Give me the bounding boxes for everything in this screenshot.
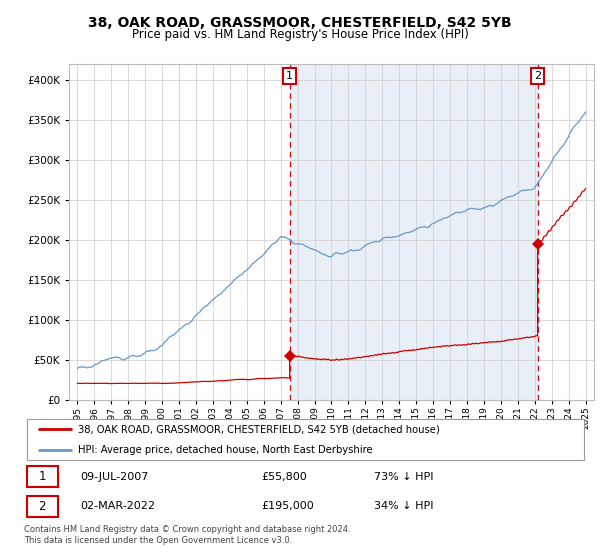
FancyBboxPatch shape	[27, 419, 584, 460]
Text: 2: 2	[534, 71, 541, 81]
Text: 09-JUL-2007: 09-JUL-2007	[80, 472, 149, 482]
Text: Price paid vs. HM Land Registry's House Price Index (HPI): Price paid vs. HM Land Registry's House …	[131, 28, 469, 41]
FancyBboxPatch shape	[27, 466, 58, 487]
FancyBboxPatch shape	[27, 496, 58, 517]
Text: 1: 1	[38, 470, 46, 483]
Text: 34% ↓ HPI: 34% ↓ HPI	[374, 501, 433, 511]
Text: HPI: Average price, detached house, North East Derbyshire: HPI: Average price, detached house, Nort…	[77, 445, 372, 455]
Text: 02-MAR-2022: 02-MAR-2022	[80, 501, 155, 511]
Text: £55,800: £55,800	[261, 472, 307, 482]
Text: 38, OAK ROAD, GRASSMOOR, CHESTERFIELD, S42 5YB (detached house): 38, OAK ROAD, GRASSMOOR, CHESTERFIELD, S…	[77, 424, 439, 435]
Text: Contains HM Land Registry data © Crown copyright and database right 2024.
This d: Contains HM Land Registry data © Crown c…	[24, 525, 350, 545]
Bar	[290, 64, 538, 400]
Text: 38, OAK ROAD, GRASSMOOR, CHESTERFIELD, S42 5YB: 38, OAK ROAD, GRASSMOOR, CHESTERFIELD, S…	[88, 16, 512, 30]
Text: 2: 2	[38, 500, 46, 512]
Text: 73% ↓ HPI: 73% ↓ HPI	[374, 472, 433, 482]
Text: £195,000: £195,000	[261, 501, 314, 511]
Text: 1: 1	[286, 71, 293, 81]
